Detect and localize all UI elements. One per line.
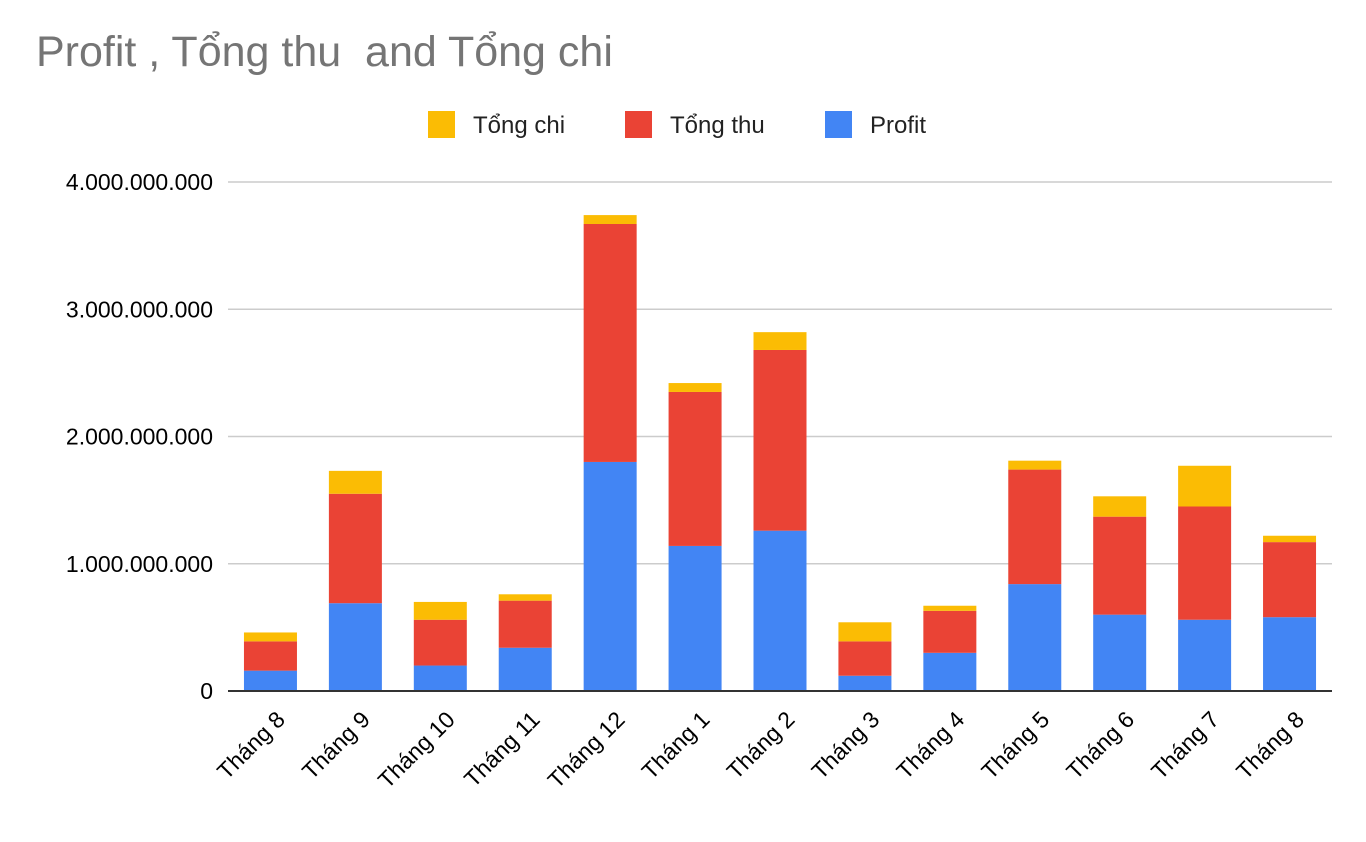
- bar-segment: [1008, 584, 1062, 691]
- bar-segment: [753, 332, 807, 350]
- bar-segment: [1008, 469, 1062, 585]
- bar-segment: [1178, 465, 1232, 507]
- x-tick-label: Tháng 3: [806, 706, 884, 784]
- bar-segment: [413, 619, 467, 666]
- x-tick-label: Tháng 7: [1146, 706, 1224, 784]
- y-tick-label: 2.000.000.000: [66, 424, 213, 450]
- bar-segment: [413, 601, 467, 620]
- bar-segment: [923, 652, 977, 691]
- bar-segment: [1093, 516, 1147, 615]
- bar-segment: [328, 493, 382, 604]
- bar-segment: [1008, 460, 1062, 470]
- bar-segment: [583, 461, 637, 691]
- x-tick-label: Tháng 9: [297, 706, 375, 784]
- bar-segment: [498, 600, 552, 648]
- bar-segment: [243, 632, 297, 642]
- x-tick-label: Tháng 6: [1061, 706, 1139, 784]
- legend-swatch: [625, 111, 652, 138]
- chart-title: Profit , Tổng thu and Tổng chi: [36, 28, 613, 76]
- bar-segment: [1093, 614, 1147, 691]
- bar-segment: [923, 610, 977, 653]
- x-tick-label: Tháng 10: [373, 706, 460, 793]
- legend-label: Tổng thu: [670, 112, 765, 139]
- bar-segment: [498, 594, 552, 601]
- x-tick-label: Tháng 8: [1231, 706, 1309, 784]
- y-tick-label: 0: [200, 678, 213, 704]
- bars: [243, 215, 1317, 691]
- x-tick-label: Tháng 8: [212, 706, 290, 784]
- y-tick-label: 4.000.000.000: [66, 169, 213, 195]
- bar-segment: [583, 223, 637, 462]
- bar-segment: [1178, 506, 1232, 620]
- bar-segment: [923, 605, 977, 611]
- bar-segment: [328, 603, 382, 691]
- bar-segment: [1263, 535, 1317, 543]
- bar-segment: [753, 530, 807, 691]
- x-tick-label: Tháng 12: [543, 706, 630, 793]
- x-tick-label: Tháng 11: [459, 706, 545, 792]
- bar-segment: [753, 349, 807, 531]
- bar-segment: [668, 545, 722, 691]
- bar-segment: [1093, 496, 1147, 517]
- x-tick-label: Tháng 1: [637, 706, 715, 784]
- legend-swatch: [428, 111, 455, 138]
- bar-segment: [498, 647, 552, 691]
- bar-segment: [838, 622, 892, 642]
- bar-segment: [583, 215, 637, 224]
- bar-segment: [243, 641, 297, 671]
- legend-label: Tổng chi: [473, 112, 565, 139]
- bar-segment: [243, 670, 297, 691]
- x-tick-label: Tháng 4: [891, 706, 969, 784]
- bar-segment: [328, 470, 382, 494]
- bar-segment: [668, 383, 722, 392]
- legend-swatch: [825, 111, 852, 138]
- bar-segment: [1178, 619, 1232, 691]
- legend: Tổng chi Tổng thu Profit: [428, 111, 926, 139]
- bar-segment: [1263, 542, 1317, 618]
- legend-label: Profit: [870, 112, 926, 139]
- y-tick-label: 1.000.000.000: [66, 551, 213, 577]
- bar-segment: [838, 675, 892, 691]
- x-tick-label: Tháng 5: [976, 706, 1054, 784]
- x-tick-label: Tháng 2: [721, 706, 799, 784]
- y-tick-label: 3.000.000.000: [66, 296, 213, 322]
- bar-segment: [838, 641, 892, 676]
- bar-segment: [668, 391, 722, 546]
- bar-segment: [1263, 617, 1317, 691]
- bar-segment: [413, 665, 467, 691]
